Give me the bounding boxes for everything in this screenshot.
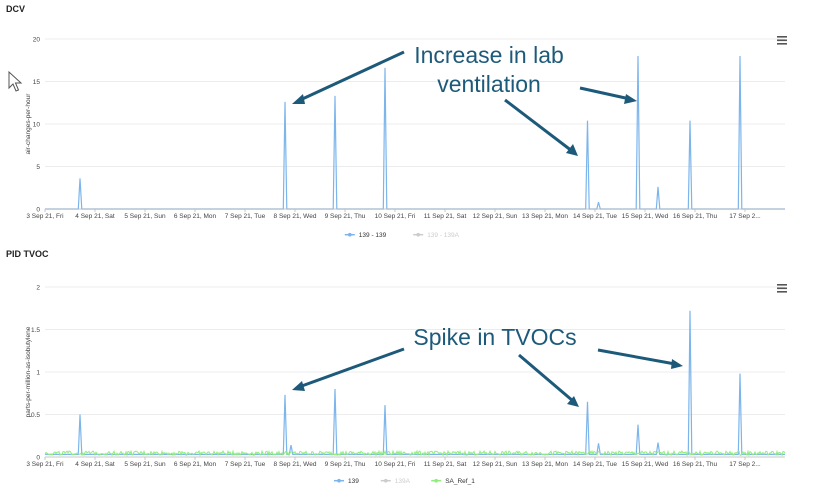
series-group-pid-tvoc xyxy=(44,310,786,458)
annotation-text-line1: Increase in lab xyxy=(414,42,564,68)
annotation-arrow xyxy=(504,98,573,153)
x-tick-label: 15 Sep 21, Wed xyxy=(622,461,669,468)
x-axis-ticks-dcv: 3 Sep 21, Fri 4 Sep 21, Sat 5 Sep 21, Sun 6… xyxy=(26,209,761,220)
y-tick-label: 1 xyxy=(36,370,40,377)
hamburger-menu-icon[interactable] xyxy=(777,284,787,286)
annotation-arrow xyxy=(297,50,405,103)
x-tick-label: 7 Sep 21, Tue xyxy=(225,461,266,468)
y-axis-ticks-pid-tvoc: 0 0.5 1 1.5 2 xyxy=(31,285,40,462)
annotation-arrow xyxy=(579,86,631,101)
y-tick-label: 0 xyxy=(36,455,40,462)
grid-pid-tvoc xyxy=(45,286,785,458)
x-tick-label: 5 Sep 21, Sun xyxy=(124,213,166,220)
x-tick-label: 15 Sep 21, Wed xyxy=(622,213,669,220)
annotation-text-tvoc: Spike in TVOCs xyxy=(413,324,576,350)
legend-pid-tvoc: 139 139A SA_Ref_1 xyxy=(334,478,475,485)
x-tick-label: 11 Sep 21, Sat xyxy=(424,461,467,468)
x-tick-label: 4 Sep 21, Sat xyxy=(75,213,115,220)
series-group-dcv xyxy=(45,55,785,210)
x-tick-label: 3 Sep 21, Fri xyxy=(26,461,63,468)
y-tick-label: 10 xyxy=(33,122,41,129)
x-tick-label: 17 Sep 2... xyxy=(729,213,761,220)
y-tick-label: 20 xyxy=(33,37,41,44)
x-tick-label: 14 Sep 21, Tue xyxy=(573,213,617,220)
y-axis-ticks-dcv: 0 5 10 15 20 xyxy=(33,37,41,214)
annotation-arrowhead xyxy=(624,94,637,104)
x-tick-label: 10 Sep 21, Fri xyxy=(375,461,416,468)
legend-label: 139 xyxy=(348,478,359,485)
y-axis-label-dcv: air-changes-per-hour xyxy=(25,93,32,155)
annotation-arrowhead xyxy=(566,144,578,156)
x-tick-label: 7 Sep 21, Tue xyxy=(225,213,266,220)
annotation-arrowhead xyxy=(292,381,305,391)
x-tick-label: 8 Sep 21, Wed xyxy=(274,461,317,468)
annotation-text-line2: ventilation xyxy=(437,71,541,97)
x-tick-label: 4 Sep 21, Sat xyxy=(75,461,115,468)
x-tick-label: 17 Sep 2... xyxy=(729,461,761,468)
legend-item[interactable]: 139 xyxy=(334,478,359,485)
legend-label: 139 - 139 xyxy=(359,232,387,239)
x-tick-label: 13 Sep 21, Mon xyxy=(522,461,568,468)
legend-marker xyxy=(384,478,388,483)
x-axis-ticks-pid-tvoc: 3 Sep 21, Fri 4 Sep 21, Sat 5 Sep 21, Sun 6… xyxy=(26,457,761,468)
y-tick-label: 2 xyxy=(36,285,40,292)
legend-item[interactable]: 139 - 139 xyxy=(344,232,387,239)
menu-button-dcv[interactable] xyxy=(777,36,787,45)
legend-item[interactable]: SA_Ref_1 xyxy=(431,478,475,485)
annotation-arrow xyxy=(518,353,574,403)
legend-marker xyxy=(337,478,341,483)
legend-marker xyxy=(434,478,439,483)
legend-marker xyxy=(348,232,352,237)
legend-label: 139 - 139A xyxy=(427,232,459,239)
annotation-arrowhead xyxy=(671,359,683,369)
x-tick-label: 13 Sep 21, Mon xyxy=(522,213,568,220)
x-tick-label: 6 Sep 21, Mon xyxy=(174,461,217,468)
annotation-ventilation: Increase in lab ventilation xyxy=(292,42,637,156)
y-tick-label: 0.5 xyxy=(31,412,40,419)
x-tick-label: 8 Sep 21, Wed xyxy=(274,213,317,220)
y-tick-label: 1.5 xyxy=(31,327,40,334)
annotation-arrowhead xyxy=(292,94,305,104)
series-line-139-139[interactable] xyxy=(45,55,785,210)
y-tick-label: 0 xyxy=(36,207,40,214)
x-tick-label: 3 Sep 21, Fri xyxy=(26,213,63,220)
x-tick-label: 10 Sep 21, Fri xyxy=(375,213,416,220)
chart-dcv: DCV 0 5 10 15 20 air-changes-per-hour 3 Sep … xyxy=(6,4,787,239)
legend-item[interactable]: 139 - 139A xyxy=(413,232,460,239)
chart-title-pid-tvoc: PID TVOC xyxy=(6,249,49,259)
annotation-arrow xyxy=(597,348,676,366)
annotation-arrowhead xyxy=(567,396,579,407)
legend-dcv: 139 - 139 139 - 139A xyxy=(344,232,460,239)
chart-title-dcv: DCV xyxy=(6,4,25,14)
series-line-sa-ref-1[interactable] xyxy=(44,449,786,458)
x-tick-label: 12 Sep 21, Sun xyxy=(473,213,518,220)
annotation-tvoc-spike: Spike in TVOCs xyxy=(292,324,683,407)
x-tick-label: 6 Sep 21, Mon xyxy=(174,213,217,220)
menu-button-pid-tvoc[interactable] xyxy=(777,284,787,293)
legend-marker xyxy=(416,232,421,237)
chart-pid-tvoc: PID TVOC 0 0.5 1 1.5 2 parts-per-million-as-… xyxy=(6,249,787,485)
x-tick-label: 11 Sep 21, Sat xyxy=(424,213,467,220)
x-tick-label: 16 Sep 21, Thu xyxy=(673,461,718,468)
legend-label: 139A xyxy=(395,478,411,485)
y-tick-label: 15 xyxy=(33,79,41,86)
mouse-pointer-icon xyxy=(8,70,23,92)
y-tick-label: 5 xyxy=(36,164,40,171)
x-tick-label: 9 Sep 21, Thu xyxy=(325,213,366,220)
annotation-arrow xyxy=(298,347,405,389)
x-tick-label: 12 Sep 21, Sun xyxy=(473,461,518,468)
x-tick-label: 14 Sep 21, Tue xyxy=(573,461,617,468)
x-tick-label: 16 Sep 21, Thu xyxy=(673,213,718,220)
legend-item[interactable]: 139A xyxy=(380,478,411,485)
x-tick-label: 5 Sep 21, Sun xyxy=(124,461,166,468)
x-tick-label: 9 Sep 21, Thu xyxy=(325,461,366,468)
hamburger-menu-icon[interactable] xyxy=(777,36,787,38)
legend-label: SA_Ref_1 xyxy=(445,478,475,485)
y-axis-label-pid-tvoc: parts-per-million-as-isobutylene xyxy=(25,326,32,417)
